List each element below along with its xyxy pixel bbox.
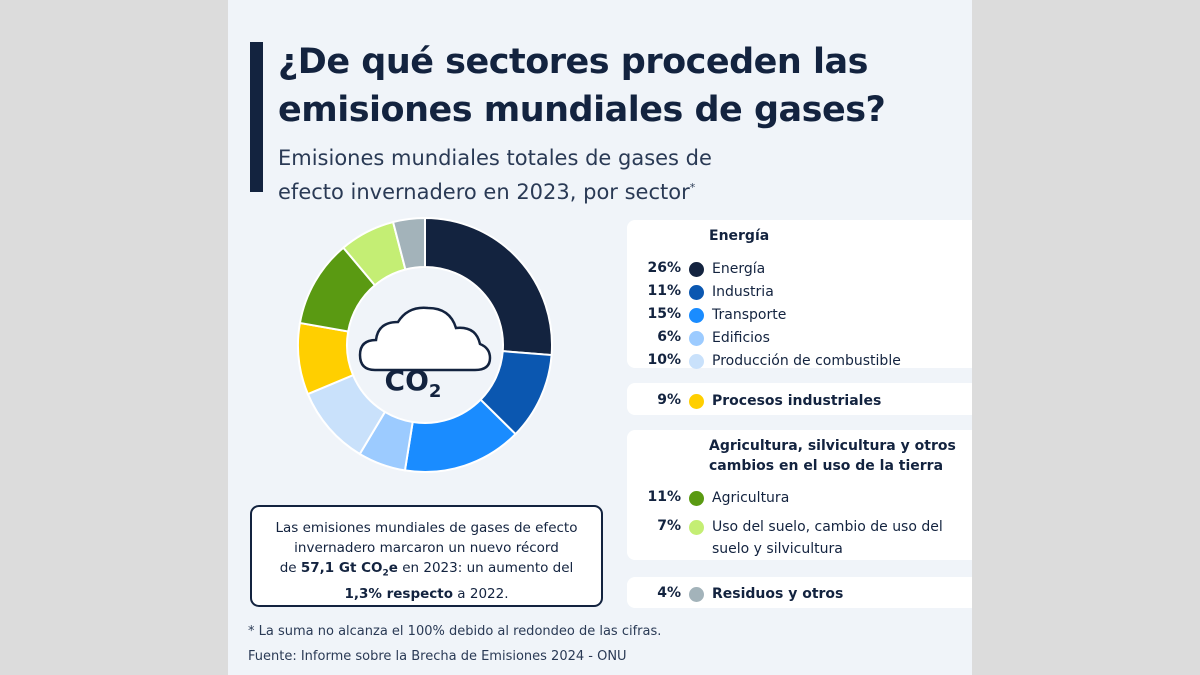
subtitle-text: Emisiones mundiales totales de gases de … bbox=[278, 146, 712, 204]
legend-value: 6% bbox=[657, 329, 681, 345]
legend-value: 15% bbox=[647, 306, 681, 322]
legend-item: 15% Transporte bbox=[627, 306, 972, 326]
legend-label: Energía bbox=[712, 261, 766, 277]
legend-item: 6% Edificios bbox=[627, 329, 972, 349]
title-accent-bar bbox=[250, 42, 263, 192]
legend-swatch-icon bbox=[689, 520, 704, 535]
legend-value: 11% bbox=[647, 283, 681, 299]
legend-card: Agricultura, silvicultura y otros cambio… bbox=[627, 430, 972, 560]
footnote-mark: * bbox=[689, 181, 696, 194]
highlight-note: Las emisiones mundiales de gases de efec… bbox=[250, 505, 603, 607]
page-title: ¿De qué sectores proceden las emisiones … bbox=[278, 42, 886, 130]
legend-card: 4% Residuos y otros bbox=[627, 577, 972, 608]
legend-group-title: Energía bbox=[709, 228, 770, 244]
legend-swatch-icon bbox=[689, 587, 704, 602]
legend-item: 7% Uso del suelo, cambio de uso del suelo… bbox=[627, 518, 972, 560]
legend-item: 26% Energía bbox=[627, 260, 972, 280]
legend-label: Producción de combustible bbox=[712, 353, 901, 369]
legend-swatch-icon bbox=[689, 262, 704, 277]
legend-item: 10% Producción de combustible bbox=[627, 352, 972, 372]
legend-label: Agricultura bbox=[712, 490, 790, 506]
legend-label: Edificios bbox=[712, 330, 770, 346]
legend-label: Transporte bbox=[712, 307, 787, 323]
note-line: 1,3% respecto a 2022. bbox=[344, 585, 509, 602]
donut-slice-energía bbox=[424, 216, 553, 357]
legend-swatch-icon bbox=[689, 491, 704, 506]
source: Fuente: Informe sobre la Brecha de Emisi… bbox=[248, 649, 627, 664]
legend-item: 9% Procesos industriales bbox=[627, 392, 972, 412]
legend-label: Procesos industriales bbox=[712, 393, 882, 409]
infographic: ¿De qué sectores proceden las emisiones … bbox=[228, 0, 972, 675]
legend-value: 10% bbox=[647, 352, 681, 368]
note-line: de 57,1 Gt CO2e en 2023: un aumento del bbox=[279, 560, 574, 579]
legend-value: 26% bbox=[647, 260, 681, 276]
subtitle: Emisiones mundiales totales de gases de … bbox=[278, 144, 778, 207]
legend-swatch-icon bbox=[689, 331, 704, 346]
legend-value: 9% bbox=[657, 392, 681, 408]
legend-group-title: Agricultura, silvicultura y otros cambio… bbox=[709, 438, 956, 474]
legend-value: 4% bbox=[657, 585, 681, 601]
legend-card: Energía 26% Energía 11% Industria 15% Transpor… bbox=[627, 220, 972, 369]
legend-swatch-icon bbox=[689, 285, 704, 300]
legend-swatch-icon bbox=[689, 394, 704, 409]
footnote: * La suma no alcanza el 100% debido al r… bbox=[248, 624, 662, 639]
legend-swatch-icon bbox=[689, 308, 704, 323]
legend-label: Uso del suelo, cambio de uso del suelo y… bbox=[712, 519, 943, 557]
legend-value: 11% bbox=[647, 489, 681, 505]
cloud-icon bbox=[358, 306, 492, 372]
legend-item: 11% Agricultura bbox=[627, 489, 972, 509]
legend-value: 7% bbox=[657, 518, 681, 534]
legend-item: 4% Residuos y otros bbox=[627, 585, 972, 605]
note-line: invernadero marcaron un nuevo récord bbox=[294, 540, 559, 556]
note-line: Las emisiones mundiales de gases de efec… bbox=[275, 520, 578, 536]
legend-item: 11% Industria bbox=[627, 283, 972, 303]
legend-label: Residuos y otros bbox=[712, 586, 844, 602]
legend-swatch-icon bbox=[689, 354, 704, 369]
donut-slice-residuos bbox=[391, 216, 426, 271]
legend-card: 9% Procesos industriales bbox=[627, 383, 972, 415]
legend-label: Industria bbox=[712, 284, 774, 300]
donut-chart: CO2 bbox=[297, 216, 553, 473]
co2-label: CO2 bbox=[385, 364, 442, 402]
